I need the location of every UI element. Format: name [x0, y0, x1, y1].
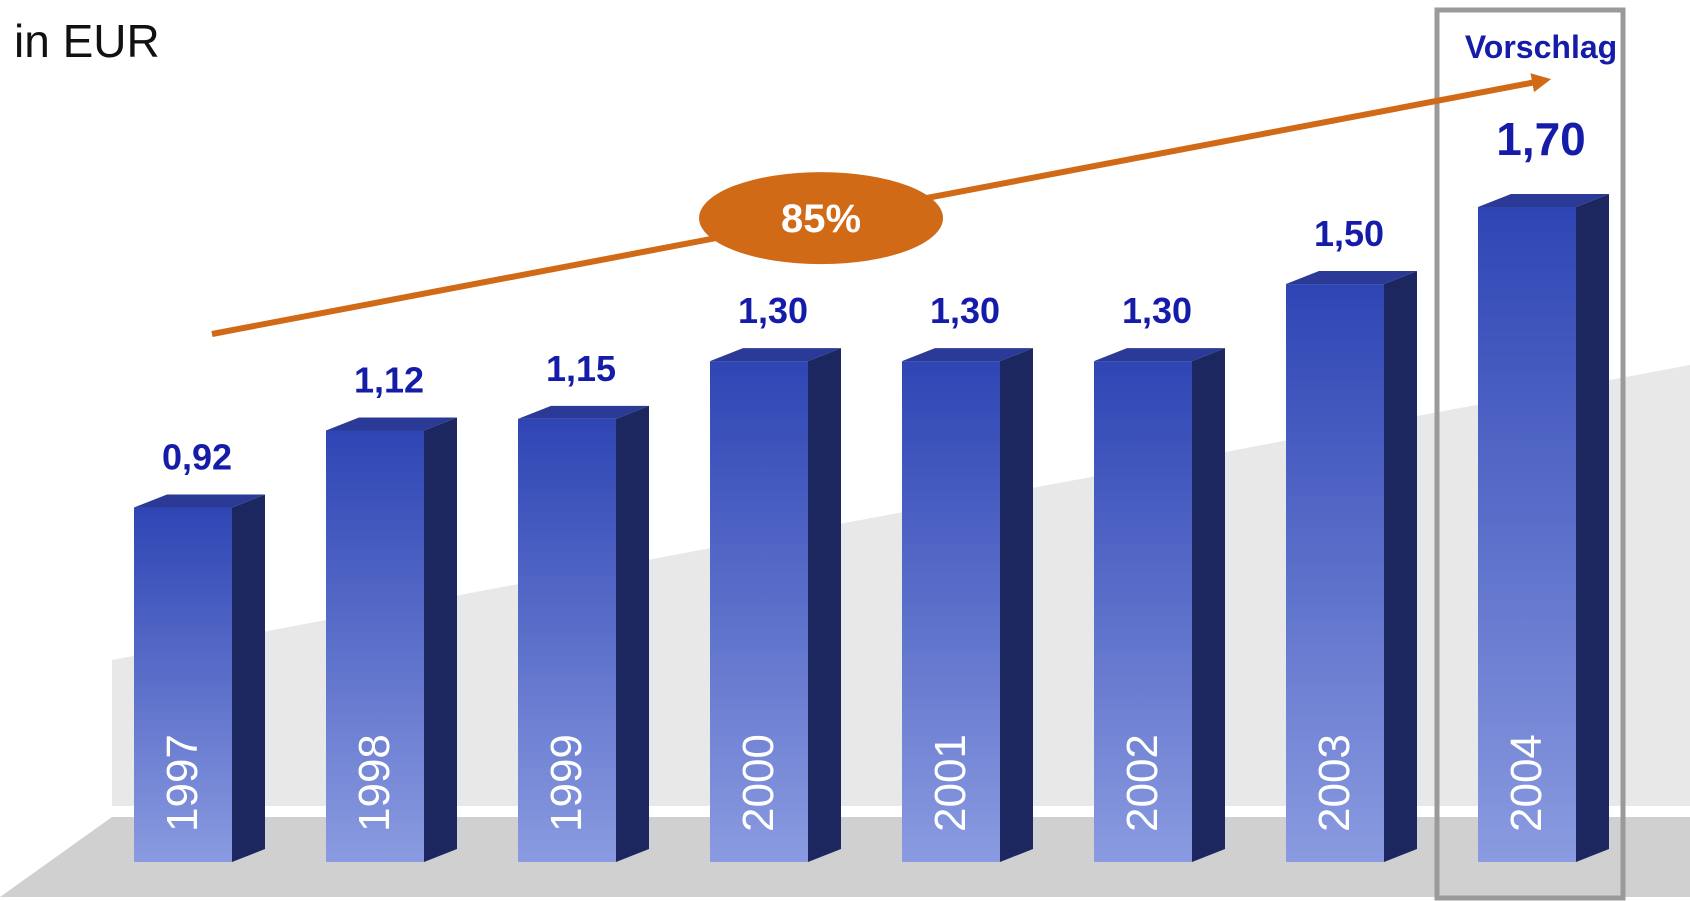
highlight-frame — [1434, 7, 1626, 901]
bar-side — [1576, 194, 1609, 862]
bar-top — [1094, 348, 1225, 362]
value-label: 1,70 — [1496, 113, 1586, 165]
year-label: 2001 — [926, 734, 975, 832]
bar-2001: 2001 1,30 — [902, 290, 1033, 862]
bar-1998: 1998 1,12 — [326, 359, 457, 862]
bar-2000: 2000 1,30 — [710, 290, 841, 862]
bar-front — [518, 418, 616, 862]
bar-front — [710, 361, 808, 862]
bar-2002: 2002 1,30 — [1094, 290, 1225, 862]
bar-top — [902, 348, 1033, 362]
bar-front — [134, 507, 232, 862]
bar-side — [616, 405, 649, 862]
bar-top — [1478, 194, 1609, 207]
year-label: 1997 — [158, 734, 207, 832]
bar-side — [1192, 348, 1225, 862]
bar-side — [1384, 271, 1417, 862]
value-label: 1,12 — [354, 359, 424, 400]
value-label: 1,30 — [1122, 290, 1192, 331]
bar-front — [326, 430, 424, 862]
bar-top — [1286, 271, 1417, 285]
growth-label: 85% — [781, 197, 861, 241]
bar-1999: 1999 1,15 — [518, 348, 649, 862]
bar-side — [232, 494, 265, 862]
bar-top — [134, 494, 265, 508]
bar-front — [1286, 284, 1384, 862]
bar-front — [902, 361, 1000, 862]
bar-2003: 2003 1,50 — [1286, 213, 1417, 862]
bar-1997: 1997 0,92 — [134, 437, 265, 862]
bar-top — [518, 405, 649, 419]
unit-label: in EUR — [14, 15, 160, 67]
year-label: 2003 — [1310, 734, 1359, 832]
growth-badge — [699, 172, 944, 265]
bar-2004: 2004 1,70 — [1478, 113, 1609, 862]
bar-side — [808, 348, 841, 862]
bar-side — [424, 417, 457, 862]
year-label: 2000 — [734, 734, 783, 832]
value-label: 1,30 — [930, 290, 1000, 331]
bar-front — [1478, 207, 1576, 862]
year-label: 2002 — [1118, 734, 1167, 832]
year-label: 1999 — [542, 734, 591, 832]
value-label: 0,92 — [162, 437, 232, 478]
bar-top — [710, 348, 841, 362]
value-label: 1,30 — [738, 290, 808, 331]
highlight-label: Vorschlag — [1465, 29, 1617, 65]
year-label: 2004 — [1502, 734, 1551, 832]
value-label: 1,15 — [546, 348, 616, 389]
bar-front — [1094, 361, 1192, 862]
value-label: 1,50 — [1314, 213, 1384, 254]
bar-side — [1000, 348, 1033, 862]
year-label: 1998 — [350, 734, 399, 832]
bar-top — [326, 417, 457, 431]
